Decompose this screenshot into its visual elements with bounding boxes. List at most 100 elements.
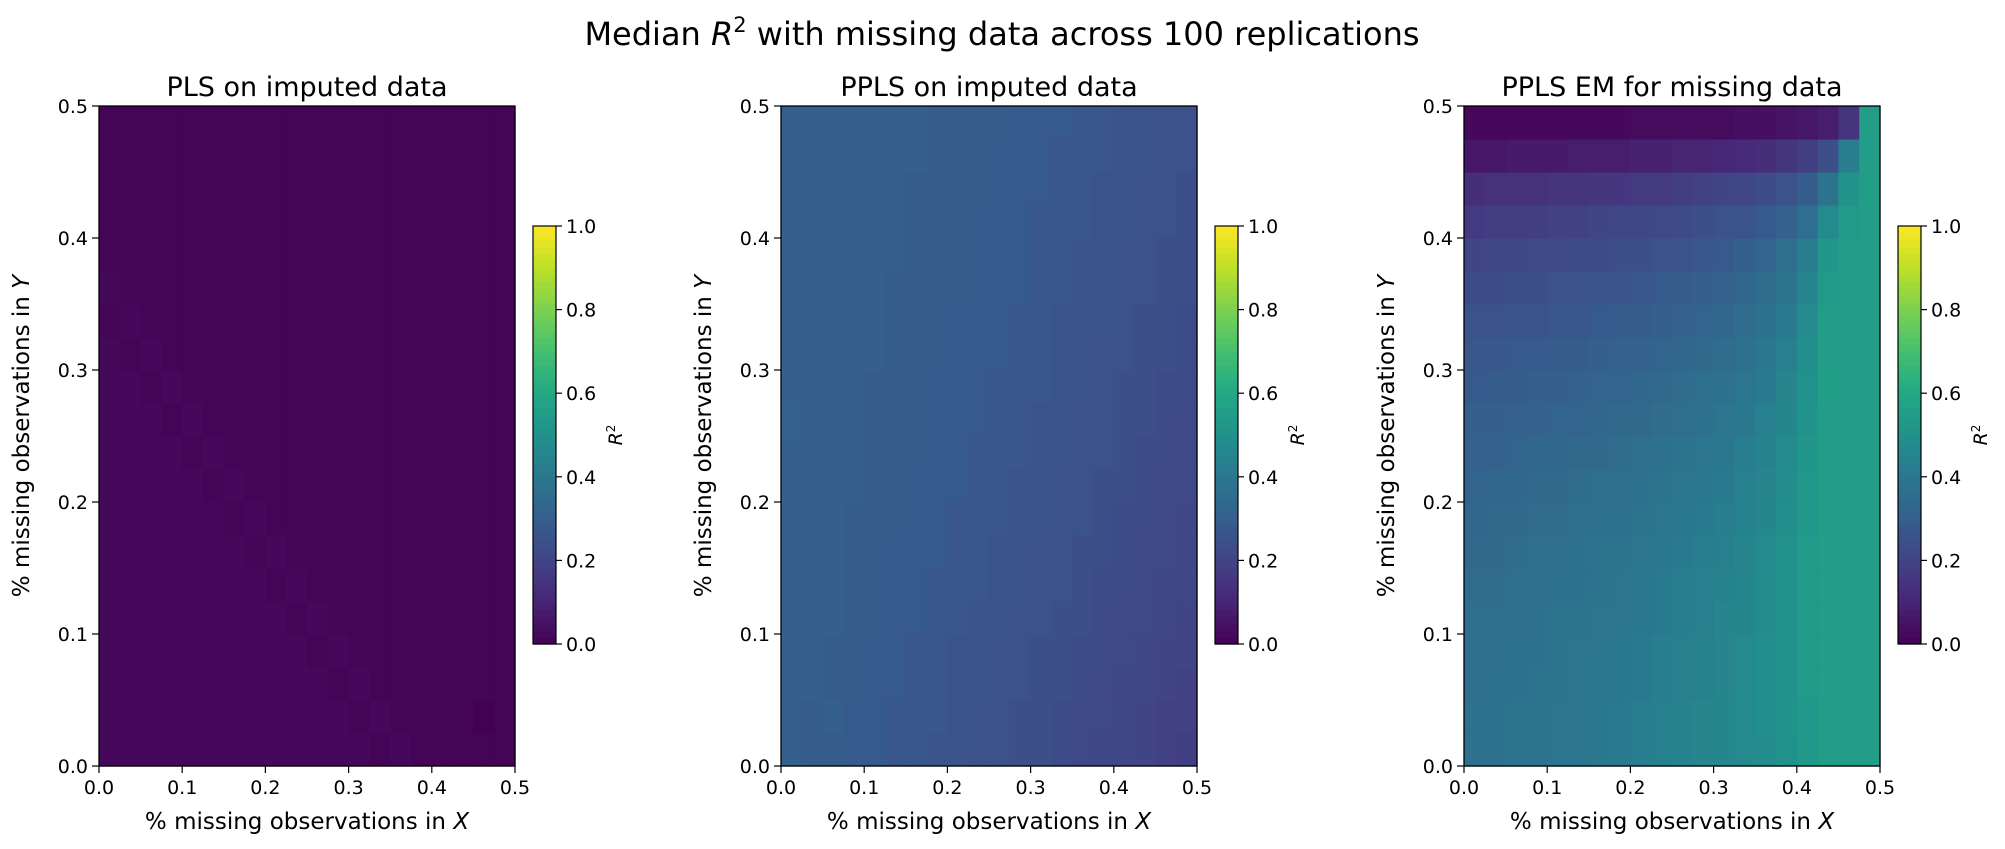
colorbar-segment (1898, 539, 1921, 548)
heatmap-cell (452, 535, 474, 569)
heatmap-cell (864, 535, 886, 569)
heatmap-cell (1609, 172, 1631, 206)
heatmap-cell (161, 205, 183, 239)
heatmap-cell (968, 337, 990, 371)
y-tick-label: 0.1 (58, 624, 88, 646)
heatmap-cell (327, 535, 350, 569)
x-tick-label: 0.3 (1015, 777, 1045, 799)
heatmap-cell (1464, 172, 1486, 206)
heatmap-cell (905, 733, 928, 767)
heatmap-cell (1072, 634, 1094, 668)
panels: PLS on imputed data 0.0 0.1 0.2 0.3 0.4 0.5 0.0… (9, 72, 1992, 835)
heatmap-cell (864, 502, 886, 536)
heatmap-cell (473, 304, 495, 338)
heatmap-cell (203, 172, 225, 206)
heatmap-cell (781, 304, 803, 338)
heatmap-cell (1505, 304, 1527, 338)
heatmap-cell (1505, 436, 1527, 470)
heatmap-cell (431, 370, 454, 404)
heatmap-cell (1030, 304, 1052, 338)
heatmap-cell (140, 205, 162, 239)
heatmap-cell (411, 535, 433, 569)
colorbar-tick-label: 0.2 (1248, 550, 1278, 572)
heatmap-cell (286, 370, 308, 404)
colorbar-tick-label: 0.4 (1931, 467, 1961, 489)
colorbar-segment (1898, 316, 1921, 325)
heatmap-cell (968, 139, 990, 173)
heatmap-cell (1505, 403, 1527, 437)
heatmap-cell (1672, 271, 1694, 305)
colorbar-segment (1215, 588, 1238, 596)
heatmap-cell (885, 139, 907, 173)
heatmap-cell (1692, 436, 1715, 470)
heatmap-cell (1526, 436, 1548, 470)
heatmap-cell (926, 436, 948, 470)
heatmap-cell (1672, 700, 1694, 734)
colorbar-frame (532, 225, 557, 645)
heatmap-cell (494, 700, 516, 734)
heatmap-cell (1547, 205, 1569, 239)
heatmap-cell (843, 139, 865, 173)
heatmap-cell (119, 304, 142, 338)
heatmap-cell (1505, 667, 1527, 701)
heatmap-cell (286, 469, 308, 503)
heatmap-cell (1838, 634, 1860, 668)
heatmap-cell (1176, 700, 1198, 734)
heatmap-cell (1588, 271, 1611, 305)
heatmap-cell (307, 172, 329, 206)
heatmap-cell (885, 502, 907, 536)
heatmap-cell (140, 403, 162, 437)
heatmap-cell (1526, 568, 1548, 602)
colorbar-segment (1898, 504, 1921, 513)
heatmap-cell (781, 436, 803, 470)
heatmap-cell (968, 502, 990, 536)
heatmap-cell (1484, 667, 1507, 701)
heatmap-cell (369, 568, 391, 602)
heatmap-cell (182, 271, 204, 305)
heatmap-cell (161, 469, 183, 503)
heatmap-cell (244, 733, 266, 767)
heatmap-cell (265, 139, 287, 173)
heatmap-cell (1796, 271, 1819, 305)
heatmap-cell (1713, 733, 1735, 767)
heatmap-cell (203, 271, 225, 305)
colorbar-segment (1898, 455, 1921, 464)
heatmap-cell (885, 271, 907, 305)
heatmap-cell (926, 700, 948, 734)
heatmap-cell (99, 403, 121, 437)
heatmap-cell (369, 502, 391, 536)
heatmap-cell (1796, 700, 1819, 734)
colorbar-segment (1898, 226, 1921, 234)
heatmap-cell (1859, 436, 1881, 470)
heatmap-cell (781, 634, 803, 668)
heatmap-cell (223, 469, 246, 503)
heatmap-cell (1755, 205, 1777, 239)
heatmap-cell (1838, 403, 1860, 437)
heatmap-cell (203, 238, 225, 272)
heatmap-cell (947, 337, 969, 371)
colorbar-segment (533, 546, 556, 555)
colorbar-segment (1215, 490, 1238, 499)
heatmap-cell (494, 304, 516, 338)
heatmap-cell (161, 700, 183, 734)
heatmap-cell (1817, 667, 1839, 701)
heatmap-cell (1817, 238, 1839, 272)
heatmap-cell (1713, 634, 1735, 668)
colorbar-segment (1898, 379, 1921, 387)
heatmap-cell (1526, 634, 1548, 668)
x-tick-label: 0.5 (1865, 777, 1895, 799)
heatmap-cell (905, 139, 928, 173)
heatmap-cell (1030, 337, 1052, 371)
heatmap-cell (1692, 700, 1715, 734)
heatmap-cell (1796, 568, 1819, 602)
y-tick-label: 0.5 (58, 96, 88, 118)
heatmap-cell (1713, 403, 1735, 437)
heatmap-cell (1155, 172, 1177, 206)
heatmap-cell (781, 370, 803, 404)
heatmap-cell (864, 700, 886, 734)
colorbar-segment (1898, 372, 1921, 380)
heatmap-cell (1113, 304, 1136, 338)
colorbar-segment (1898, 421, 1921, 429)
heatmap-cell (1609, 535, 1631, 569)
y-tick-label: 0.2 (1423, 492, 1453, 514)
